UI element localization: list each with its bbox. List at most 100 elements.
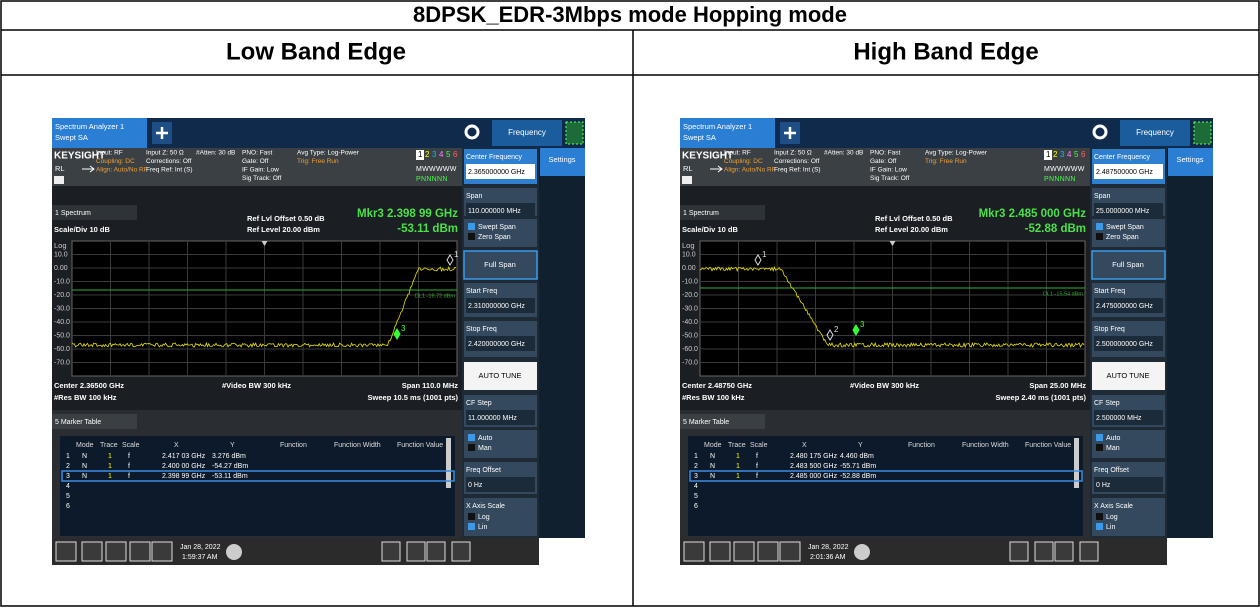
selected-row bbox=[61, 470, 455, 482]
softkey[interactable] bbox=[1092, 498, 1165, 536]
taskbar-icon[interactable] bbox=[1054, 541, 1074, 562]
taskbar-icon[interactable] bbox=[81, 541, 103, 562]
trace-number: 6 bbox=[1081, 150, 1086, 159]
center-frequency: Center 2.48750 GHz bbox=[682, 381, 752, 390]
softkey-title: Stop Freq bbox=[1094, 326, 1125, 333]
softkey-option: Man bbox=[478, 445, 492, 452]
softkey-option: Auto bbox=[1106, 435, 1121, 442]
softkey[interactable] bbox=[464, 219, 537, 247]
softkey-option: Lin bbox=[478, 524, 487, 531]
softkey-title: X Axis Scale bbox=[466, 503, 505, 510]
marker-table-title: 5 Marker Table bbox=[55, 419, 101, 426]
settings-tab[interactable] bbox=[540, 148, 585, 176]
taskbar-icon[interactable] bbox=[779, 541, 801, 562]
y-axis-label: 0.00 bbox=[54, 265, 68, 272]
softkey-radio bbox=[468, 513, 475, 520]
table-cell: 2.417 03 GHz bbox=[162, 453, 206, 460]
table-cell: -53.11 dBm bbox=[212, 473, 248, 480]
span: Span 110.0 MHz bbox=[402, 381, 459, 390]
softkey-radio bbox=[1096, 223, 1103, 230]
softkey-value-box bbox=[466, 164, 535, 179]
settings-tab[interactable] bbox=[1168, 148, 1213, 176]
softkey-radio bbox=[1096, 523, 1103, 530]
table-header: Function Value bbox=[397, 442, 443, 449]
table-row-number: 6 bbox=[66, 503, 70, 510]
table-cell: 3.276 dBm bbox=[212, 453, 246, 460]
taskbar-icon[interactable] bbox=[406, 541, 426, 562]
table-header: Mode bbox=[76, 442, 94, 449]
status-text: Freq Ref: Int (S) bbox=[774, 167, 821, 174]
column-heading: High Band Edge bbox=[853, 38, 1038, 65]
taskbar-icon[interactable] bbox=[683, 541, 705, 562]
softkey-value: 2.420000000 GHz bbox=[468, 341, 525, 348]
marker-diamond bbox=[852, 324, 860, 336]
trace-detector-row: PNNNNN bbox=[1044, 176, 1076, 183]
table-header: Function bbox=[908, 442, 935, 449]
table-row-number: 5 bbox=[66, 493, 70, 500]
taskbar-icon[interactable] bbox=[709, 541, 731, 562]
y-axis-label: -10.0 bbox=[682, 278, 698, 285]
softkey[interactable] bbox=[1092, 430, 1165, 458]
column-heading: Low Band Edge bbox=[226, 38, 406, 65]
softkey-value: 0 Hz bbox=[468, 482, 483, 489]
table-cell: -52.88 dBm bbox=[840, 473, 876, 480]
tab-title: Spectrum Analyzer 1 bbox=[683, 122, 752, 131]
taskbar-icon[interactable] bbox=[55, 541, 77, 562]
trace-detector-row: PNNNNN bbox=[416, 176, 448, 183]
softkey-value-box bbox=[1094, 203, 1163, 218]
analyzer-screenshot: Spectrum Analyzer 1 Swept SA Frequency KEYS… bbox=[680, 118, 1213, 565]
resolution-bw: #Res BW 100 kHz bbox=[54, 393, 117, 402]
analyzer-screenshot: Spectrum Analyzer 1 Swept SA Frequency KEYS… bbox=[52, 118, 585, 565]
taskbar-icon[interactable] bbox=[733, 541, 755, 562]
table-row-number: 5 bbox=[694, 493, 698, 500]
table-cell: 1 bbox=[108, 453, 112, 460]
center-marker bbox=[261, 241, 268, 246]
taskbar-icon[interactable] bbox=[129, 541, 151, 562]
table-header: Function bbox=[280, 442, 307, 449]
view-selector bbox=[680, 205, 765, 220]
taskbar-icon[interactable] bbox=[757, 541, 779, 562]
gear-icon bbox=[1092, 124, 1108, 140]
table-header: Scale bbox=[122, 442, 140, 449]
date: Jan 28, 2022 bbox=[808, 544, 849, 551]
taskbar-icon[interactable] bbox=[105, 541, 127, 562]
softkey-radio bbox=[1096, 513, 1103, 520]
menu-panel bbox=[492, 120, 562, 146]
softkey[interactable] bbox=[464, 362, 537, 390]
y-axis-label: -50.0 bbox=[682, 332, 698, 339]
softkey[interactable] bbox=[1092, 219, 1165, 247]
trace bbox=[699, 266, 1085, 349]
sweep-time: Sweep 10.5 ms (1001 pts) bbox=[368, 393, 459, 402]
taskbar-icon[interactable] bbox=[151, 541, 173, 562]
table-cell: 4.460 dBm bbox=[840, 453, 874, 460]
softkey[interactable] bbox=[463, 250, 538, 280]
softkey-value-box bbox=[1094, 336, 1163, 351]
softkey-value: 11.000000 MHz bbox=[468, 415, 517, 422]
video-bw: #Video BW 300 kHz bbox=[850, 381, 919, 390]
status-text: Sig Track: Off bbox=[242, 175, 281, 182]
taskbar-icon[interactable] bbox=[1034, 541, 1054, 562]
table-cell: 2.483 500 GHz bbox=[790, 463, 838, 470]
info-bar bbox=[680, 148, 1090, 186]
taskbar-icon[interactable] bbox=[426, 541, 446, 562]
status-text: Input: RF bbox=[96, 150, 123, 157]
softkey-option: Lin bbox=[1106, 524, 1115, 531]
softkey[interactable] bbox=[464, 430, 537, 458]
softkey-title: X Axis Scale bbox=[1094, 503, 1133, 510]
table-cell: 1 bbox=[736, 463, 740, 470]
y-axis-label: -60.0 bbox=[682, 346, 698, 353]
page-title: 8DPSK_EDR-3Mbps mode Hopping mode bbox=[413, 2, 847, 27]
view-name: 1 Spectrum bbox=[683, 210, 719, 217]
taskbar-icon[interactable] bbox=[1009, 541, 1029, 562]
softkey[interactable] bbox=[1092, 362, 1165, 390]
softkey[interactable] bbox=[464, 498, 537, 536]
status-text: Gate: Off bbox=[870, 158, 896, 165]
table-cell: 1 bbox=[66, 453, 70, 460]
notification-icon bbox=[854, 544, 870, 560]
taskbar-icon[interactable] bbox=[451, 541, 471, 562]
taskbar-icon[interactable] bbox=[381, 541, 401, 562]
y-axis-label: -40.0 bbox=[682, 319, 698, 326]
marker-amplitude: -53.11 dBm bbox=[397, 223, 458, 235]
taskbar-icon[interactable] bbox=[1079, 541, 1099, 562]
softkey[interactable] bbox=[1091, 250, 1166, 280]
